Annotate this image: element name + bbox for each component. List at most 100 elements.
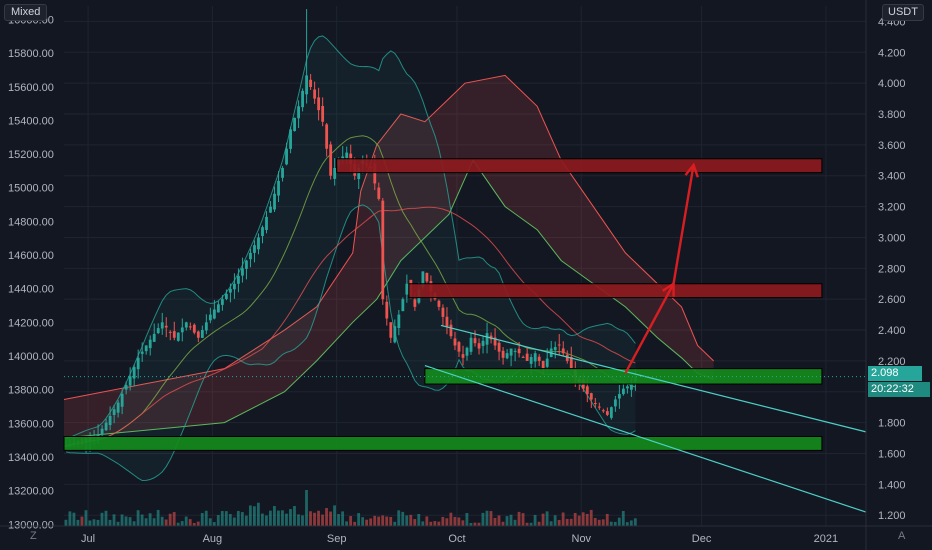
candle-body-41: [229, 288, 232, 293]
volume-bar-31: [188, 519, 192, 526]
candle-body-39: [220, 299, 224, 305]
last-price-tag: 2.098: [868, 366, 922, 381]
volume-bar-36: [208, 518, 212, 526]
auto-scale-button[interactable]: A: [898, 530, 905, 542]
right-tick-1: 4.200: [878, 47, 906, 59]
volume-bar-28: [176, 522, 180, 526]
candle-body-37: [212, 309, 216, 319]
volume-bar-41: [228, 514, 232, 526]
channel-lower-line: [424, 364, 867, 513]
candle-body-25: [164, 325, 168, 328]
candle-body-28: [176, 332, 180, 341]
volume-bar-42: [232, 517, 236, 526]
x-tick-5: Dec: [692, 533, 712, 545]
candle-body-67: [333, 168, 337, 179]
volume-bar-126: [569, 518, 573, 526]
candle-body-87: [413, 299, 417, 307]
candle-body-40: [225, 294, 228, 299]
candle-body-96: [449, 324, 453, 337]
moving-average: [65, 206, 636, 447]
volume-bar-72: [353, 521, 357, 526]
volume-bar-137: [613, 521, 617, 526]
candle-body-135: [605, 411, 609, 415]
volume-bar-12: [112, 514, 116, 526]
volume-bar-1: [68, 511, 72, 526]
volume-bar-109: [501, 521, 505, 526]
candle-body-80: [385, 301, 389, 319]
support-zone-3: [63, 436, 823, 451]
right-tick-10: 2.400: [878, 325, 906, 337]
volume-bar-117: [533, 514, 537, 526]
volume-bar-139: [621, 510, 625, 526]
candle-body-52: [273, 193, 276, 210]
candle-body-119: [541, 360, 545, 369]
volume-bar-89: [421, 521, 425, 526]
candle-body-24: [160, 322, 164, 329]
candle-body-16: [128, 376, 132, 386]
volume-bar-121: [549, 521, 553, 526]
candle-body-69: [341, 156, 345, 159]
volume-bar-103: [477, 522, 481, 526]
left-tick-2: 15600.00: [8, 82, 54, 94]
candle-body-97: [453, 338, 457, 346]
volume-bar-102: [473, 522, 477, 526]
volume-bar-58: [297, 514, 300, 526]
x-tick-6: 2021: [814, 533, 838, 545]
candle-body-58: [297, 106, 300, 119]
volume-bar-13: [116, 521, 120, 526]
volume-bar-122: [553, 515, 557, 526]
volume-bar-15: [124, 516, 128, 526]
candle-body-136: [609, 407, 613, 418]
candle-body-34: [200, 330, 204, 338]
mixed-badge-label: Mixed: [11, 6, 41, 18]
zoom-button[interactable]: Z: [30, 530, 37, 542]
volume-bar-68: [337, 514, 340, 526]
right-tick-3: 3.800: [878, 109, 906, 121]
volume-bar-135: [605, 513, 609, 526]
right-tick-2: 4.000: [878, 78, 906, 90]
candle-body-20: [144, 345, 148, 352]
candle-body-100: [465, 347, 469, 356]
candle-body-83: [397, 314, 401, 328]
last-price-value: 2.098: [871, 367, 899, 379]
candle-body-104: [481, 340, 485, 346]
volume-bar-138: [617, 517, 621, 526]
candle-body-90: [425, 273, 429, 282]
candle-body-70: [345, 152, 349, 158]
candle-body-101: [469, 337, 473, 352]
left-tick-15: 13000.00: [8, 519, 54, 531]
volume-bar-140: [625, 522, 629, 526]
volume-bar-57: [293, 506, 296, 526]
volume-bar-73: [357, 513, 361, 526]
currency-badge[interactable]: USDT: [882, 4, 924, 21]
candle-body-50: [265, 216, 268, 230]
volume-bar-56: [289, 509, 292, 526]
volume-bar-2: [72, 512, 76, 526]
candle-body-118: [537, 356, 541, 361]
candle-body-38: [216, 304, 220, 313]
candle-body-95: [445, 316, 449, 327]
left-tick-3: 15400.00: [8, 115, 54, 127]
volume-bar-95: [445, 518, 449, 526]
volume-bar-107: [493, 517, 497, 526]
right-tick-5: 3.400: [878, 171, 906, 183]
mixed-badge[interactable]: Mixed: [4, 4, 48, 21]
volume-bar-114: [521, 513, 525, 526]
candle-body-36: [208, 314, 212, 321]
projection-arrow-0: [624, 283, 675, 374]
candle-body-82: [393, 326, 397, 343]
volume-bar-113: [517, 511, 521, 526]
volume-bar-82: [393, 521, 397, 526]
candle-body-85: [405, 283, 409, 295]
volume-bar-104: [481, 512, 485, 526]
senkou-span-a: [63, 74, 714, 400]
volume-bar-33: [196, 521, 200, 526]
candle-body-124: [561, 348, 565, 354]
resistance-zone-1: [408, 283, 823, 299]
volume-bar-26: [168, 513, 172, 526]
volume-bar-9: [100, 512, 104, 526]
volume-bar-60: [305, 490, 308, 526]
candle-body-65: [325, 124, 329, 149]
